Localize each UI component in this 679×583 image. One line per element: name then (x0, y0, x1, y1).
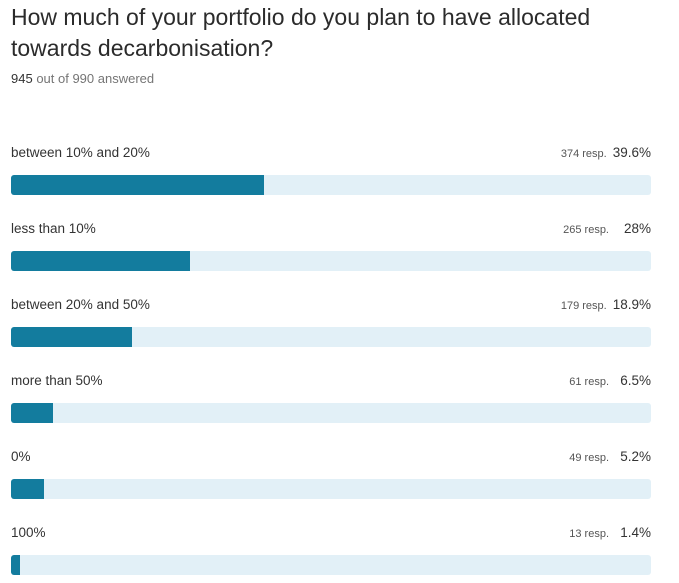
result-row: between 20% and 50% 179 resp. 18.9% (11, 296, 651, 372)
option-label: less than 10% (11, 221, 96, 236)
option-label: 0% (11, 449, 31, 464)
response-count: 265 resp. (563, 224, 609, 236)
percent-label: 5.2% (620, 449, 651, 464)
bar-track (11, 555, 651, 575)
percent-label: 39.6% (612, 145, 651, 160)
bar-track (11, 251, 651, 271)
option-stats: 374 resp. 39.6% (561, 144, 651, 163)
percent-label: 6.5% (620, 373, 651, 388)
response-count: 179 resp. (560, 300, 607, 312)
response-count: 61 resp. (569, 376, 609, 388)
response-count: 49 resp. (569, 452, 609, 464)
answered-summary: 945 out of 990 answered (11, 71, 154, 86)
bar-fill (11, 403, 53, 423)
option-stats: 179 resp. 18.9% (561, 296, 651, 315)
result-row: 0% 49 resp. 5.2% (11, 448, 651, 524)
bar-fill (11, 479, 45, 499)
option-stats: 61 resp. 6.5% (569, 372, 651, 391)
answered-total: out of 990 answered (32, 71, 155, 86)
bar-fill (11, 251, 191, 271)
response-count: 374 resp. (560, 148, 607, 160)
result-row: less than 10% 265 resp. 28% (11, 220, 651, 296)
result-row: between 10% and 20% 374 resp. 39.6% (11, 144, 651, 220)
result-row: more than 50% 61 resp. 6.5% (11, 372, 651, 448)
bar-track (11, 403, 651, 423)
bar-fill (11, 327, 132, 347)
response-count: 13 resp. (569, 528, 609, 540)
bar-fill (11, 555, 20, 575)
option-stats: 13 resp. 1.4% (569, 524, 651, 543)
bar-track (11, 327, 651, 347)
option-label: 100% (11, 525, 46, 540)
percent-label: 1.4% (620, 525, 651, 540)
percent-label: 18.9% (612, 297, 651, 312)
bar-track (11, 479, 651, 499)
option-label: between 20% and 50% (11, 297, 150, 312)
option-stats: 49 resp. 5.2% (569, 448, 651, 467)
answered-count: 945 (11, 71, 33, 86)
percent-label: 28% (623, 221, 651, 236)
bar-track (11, 175, 651, 195)
results-chart: between 10% and 20% 374 resp. 39.6% less … (11, 144, 651, 583)
option-stats: 265 resp. 28% (563, 220, 651, 239)
question-title: How much of your portfolio do you plan t… (11, 4, 591, 61)
bar-fill (11, 175, 265, 195)
result-row: 100% 13 resp. 1.4% (11, 524, 651, 583)
option-label: more than 50% (11, 373, 103, 388)
option-label: between 10% and 20% (11, 145, 150, 160)
